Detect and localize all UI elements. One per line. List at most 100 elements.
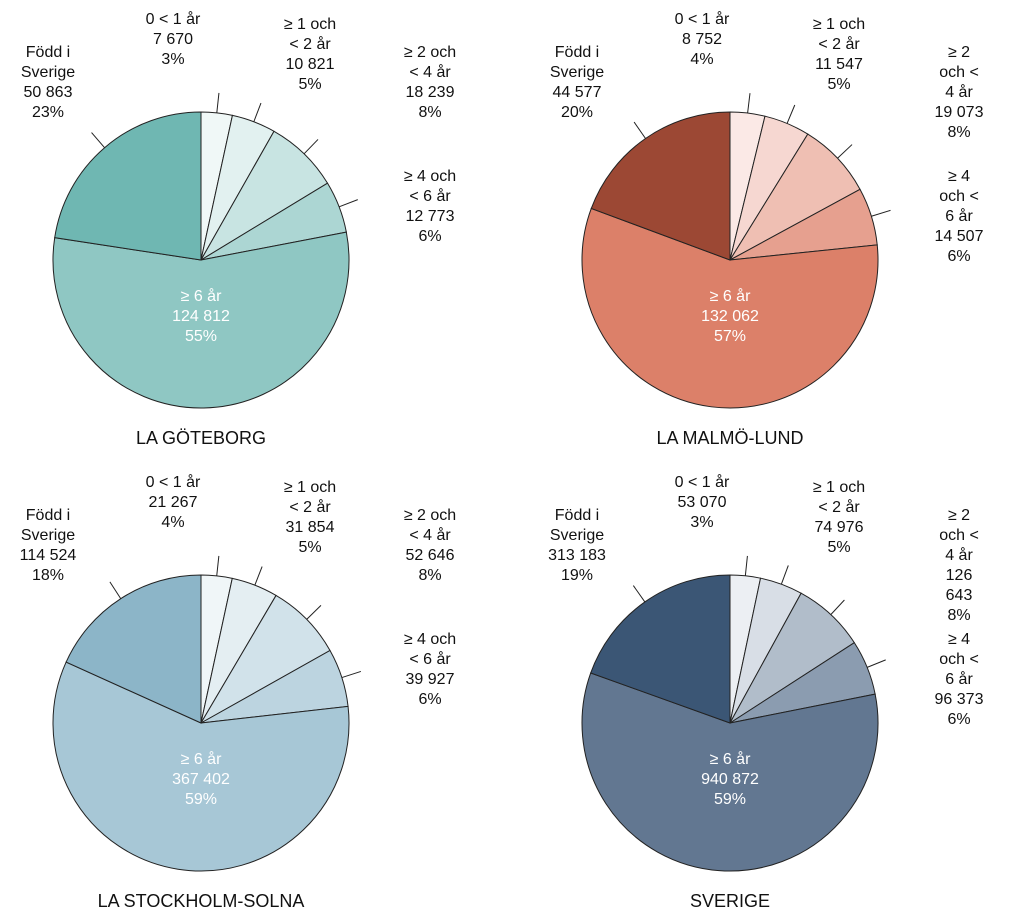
category-label: ≥ 6 år	[709, 288, 751, 305]
leader-line	[306, 605, 322, 620]
data-label: ≥ 1 och < 2 år 74 976 5%	[807, 478, 871, 558]
share-label: 8%	[947, 124, 971, 141]
leader-line	[338, 199, 358, 208]
leader-line	[632, 585, 646, 603]
data-label: ≥ 2 och < 4 år 52 646 8%	[398, 506, 462, 586]
pie-slice	[590, 111, 731, 261]
data-label: 0 < 1 år 7 670 3%	[146, 10, 201, 70]
share-label: 55%	[184, 328, 218, 345]
value-label: 8 752	[681, 31, 723, 48]
share-label: 5%	[827, 539, 851, 556]
share-label: 6%	[418, 228, 442, 245]
data-label: Född i Sverige 50 863 23%	[16, 43, 80, 123]
data-label: Född i Sverige 44 577 20%	[545, 43, 609, 123]
category-label: ≥ 1 och < 2 år	[283, 479, 337, 516]
share-label: 6%	[418, 691, 442, 708]
category-label: ≥ 6 år	[180, 751, 222, 768]
leader-line	[780, 565, 789, 585]
leader-line	[871, 209, 891, 217]
share-label: 59%	[713, 791, 747, 808]
leader-line	[830, 599, 845, 615]
category-label: ≥ 4 och < 6 år	[403, 631, 457, 668]
value-label: 124 812	[172, 308, 230, 325]
category-label: ≥ 2 och < 4 år	[403, 44, 457, 81]
data-label: ≥ 1 och < 2 år 11 547 5%	[807, 15, 871, 95]
value-label: 14 507	[934, 228, 984, 245]
value-label: 31 854	[285, 519, 335, 536]
value-label: 18 239	[405, 84, 455, 101]
category-label: Född i Sverige	[20, 507, 76, 544]
value-label: 7 670	[152, 31, 194, 48]
data-label: Född i Sverige 313 183 19%	[545, 506, 609, 586]
data-label: ≥ 4 och < 6 år 12 773 6%	[398, 167, 462, 247]
category-label: 0 < 1 år	[674, 11, 730, 28]
category-label: 0 < 1 år	[145, 11, 201, 28]
data-label: ≥ 1 och < 2 år 31 854 5%	[278, 478, 342, 558]
data-label: Född i Sverige 114 524 18%	[16, 506, 80, 586]
data-label: ≥ 6 år 132 062 57%	[701, 287, 759, 347]
data-label: 0 < 1 år 21 267 4%	[146, 473, 201, 533]
pie-slice	[581, 672, 879, 872]
value-label: 53 070	[677, 494, 727, 511]
value-label: 39 927	[405, 671, 455, 688]
value-label: 52 646	[405, 547, 455, 564]
share-label: 57%	[713, 328, 747, 345]
category-label: Född i Sverige	[549, 44, 605, 81]
share-label: 8%	[418, 567, 442, 584]
leader-line	[253, 102, 262, 122]
chart-title: LA STOCKHOLM-SOLNA	[97, 891, 305, 911]
share-label: 18%	[31, 567, 65, 584]
value-label: 114 524	[19, 547, 77, 564]
leader-line	[341, 670, 362, 679]
share-label: 3%	[161, 51, 185, 68]
leader-line	[837, 144, 853, 159]
data-label: 0 < 1 år 53 070 3%	[675, 473, 730, 533]
data-label: ≥ 6 år 124 812 55%	[172, 287, 230, 347]
share-label: 20%	[560, 104, 594, 121]
leader-line	[109, 581, 122, 599]
share-label: 6%	[947, 248, 971, 265]
value-label: 940 872	[701, 771, 759, 788]
value-label: 132 062	[701, 308, 759, 325]
value-label: 74 976	[814, 519, 864, 536]
data-label: 0 < 1 år 8 752 4%	[675, 10, 730, 70]
category-label: ≥ 2 och < 4 år	[939, 507, 979, 564]
data-label: ≥ 2 och < 4 år 18 239 8%	[398, 43, 462, 123]
share-label: 5%	[827, 76, 851, 93]
data-label: ≥ 1 och < 2 år 10 821 5%	[278, 15, 342, 95]
chart-title: LA MALMÖ-LUND	[656, 428, 804, 448]
data-label: ≥ 4 och < 6 år 14 507 6%	[934, 167, 985, 267]
leader-line	[633, 121, 646, 139]
leader-line	[747, 93, 751, 114]
value-label: 11 547	[815, 56, 863, 73]
leader-line	[866, 659, 886, 668]
category-label: ≥ 6 år	[709, 751, 751, 768]
value-label: 12 773	[405, 208, 455, 225]
value-label: 126 643	[945, 567, 973, 604]
data-label: ≥ 4 och < 6 år 39 927 6%	[398, 630, 462, 710]
share-label: 4%	[690, 51, 714, 68]
value-label: 367 402	[172, 771, 230, 788]
share-label: 3%	[690, 514, 714, 531]
leader-line	[786, 104, 796, 124]
share-label: 5%	[298, 76, 322, 93]
pie-slice	[65, 574, 202, 724]
category-label: ≥ 4 och < 6 år	[939, 168, 979, 225]
share-label: 4%	[161, 514, 185, 531]
category-label: ≥ 1 och < 2 år	[812, 16, 866, 53]
category-label: ≥ 2 och < 4 år	[403, 507, 457, 544]
data-label: ≥ 2 och < 4 år 19 073 8%	[934, 43, 985, 143]
share-label: 8%	[947, 607, 971, 624]
value-label: 50 863	[23, 84, 73, 101]
share-label: 6%	[947, 711, 971, 728]
value-label: 96 373	[934, 691, 984, 708]
category-label: ≥ 4 och < 6 år	[403, 168, 457, 205]
category-label: ≥ 6 år	[180, 288, 222, 305]
share-label: 59%	[184, 791, 218, 808]
value-label: 19 073	[934, 104, 984, 121]
leader-line	[303, 139, 319, 155]
pie-slice	[54, 111, 202, 261]
share-label: 5%	[298, 539, 322, 556]
